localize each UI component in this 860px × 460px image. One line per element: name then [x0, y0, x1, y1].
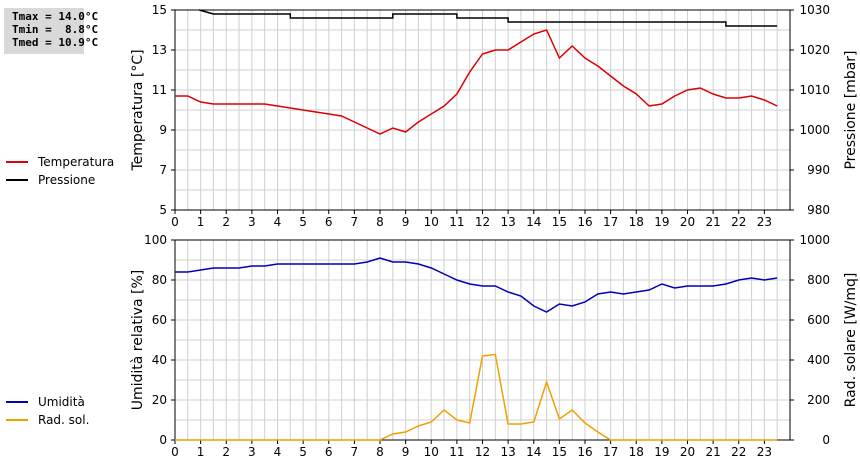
- top-x-tick-label: 5: [299, 215, 307, 229]
- top-x-tick-label: 2: [222, 215, 230, 229]
- top-x-tick-label: 20: [680, 215, 695, 229]
- top-x-tick-label: 16: [577, 215, 592, 229]
- bottom-x-tick-label: 5: [299, 445, 307, 459]
- bottom-x-tick-label: 4: [274, 445, 282, 459]
- bottom-x-tick-label: 22: [731, 445, 746, 459]
- bottom-x-tick-label: 15: [552, 445, 567, 459]
- top-x-tick-label: 18: [629, 215, 644, 229]
- bottom-x-tick-label: 21: [705, 445, 720, 459]
- top-series-pressione: [213, 13, 778, 27]
- bottom-x-tick-label: 19: [654, 445, 669, 459]
- top-x-tick-label: 3: [248, 215, 256, 229]
- top-y-tick-label: 15: [152, 3, 167, 17]
- bottom-y2-tick-label: 0: [822, 433, 830, 447]
- bottom-y2-tick-label: 600: [807, 313, 830, 327]
- legend-bottom: Umidità Rad. sol.: [6, 393, 89, 429]
- bottom-y2-tick-label: 200: [807, 393, 830, 407]
- top-x-tick-label: 8: [376, 215, 384, 229]
- top-x-tick-label: 0: [171, 215, 179, 229]
- legend-label-radiation: Rad. sol.: [38, 413, 90, 427]
- top-y2-tick-label: 980: [807, 203, 830, 217]
- bottom-series-rad-sol-: [175, 353, 778, 441]
- top-y-tick-label: 13: [152, 43, 167, 57]
- legend-label-humidity: Umidità: [38, 395, 85, 409]
- top-y2-tick-label: 1020: [799, 43, 830, 57]
- top-y2-tick-label: 1010: [799, 83, 830, 97]
- legend-item-humidity: Umidità: [6, 393, 89, 411]
- bottom-y-tick-label: 60: [152, 313, 167, 327]
- top-y-tick-label: 11: [152, 83, 167, 97]
- legend-swatch-temperature: [6, 161, 28, 163]
- top-x-tick-label: 4: [274, 215, 282, 229]
- bottom-y-tick-label: 0: [159, 433, 167, 447]
- bottom-x-tick-label: 23: [757, 445, 772, 459]
- top-x-tick-label: 13: [500, 215, 515, 229]
- top-x-tick-label: 1: [197, 215, 205, 229]
- top-x-tick-label: 12: [475, 215, 490, 229]
- top-x-tick-label: 11: [449, 215, 464, 229]
- top-x-tick-label: 14: [526, 215, 541, 229]
- top-x-tick-label: 9: [402, 215, 410, 229]
- top-x-tick-label: 22: [731, 215, 746, 229]
- legend-top: Temperatura Pressione: [6, 153, 114, 189]
- legend-label-pressure: Pressione: [38, 173, 96, 187]
- legend-swatch-pressure: [6, 179, 28, 181]
- top-x-tick-label: 21: [705, 215, 720, 229]
- legend-label-temperature: Temperatura: [38, 155, 115, 169]
- bottom-x-tick-label: 0: [171, 445, 179, 459]
- bottom-y2-tick-label: 400: [807, 353, 830, 367]
- bottom-x-tick-label: 6: [325, 445, 333, 459]
- top-series-pressione-start: [199, 9, 214, 15]
- bottom-y2-tick-label: 1000: [799, 233, 830, 247]
- top-x-tick-label: 23: [757, 215, 772, 229]
- legend-item-temperature: Temperatura: [6, 153, 114, 171]
- top-y-tick-label: 5: [159, 203, 167, 217]
- bottom-x-tick-label: 13: [500, 445, 515, 459]
- bottom-x-tick-label: 8: [376, 445, 384, 459]
- bottom-series-umidit-: [175, 257, 778, 313]
- bottom-x-tick-label: 14: [526, 445, 541, 459]
- top-y2-tick-label: 1030: [799, 3, 830, 17]
- top-x-tick-label: 15: [552, 215, 567, 229]
- bottom-y-tick-label: 100: [144, 233, 167, 247]
- bottom-x-tick-label: 3: [248, 445, 256, 459]
- top-y2-tick-label: 990: [807, 163, 830, 177]
- bottom-x-tick-label: 7: [351, 445, 359, 459]
- bottom-y-tick-label: 40: [152, 353, 167, 367]
- top-y-axis-label: Temperatura [°C]: [130, 49, 146, 171]
- bottom-x-tick-label: 17: [603, 445, 618, 459]
- legend-swatch-radiation: [6, 419, 28, 421]
- legend-item-pressure: Pressione: [6, 171, 114, 189]
- top-y2-tick-label: 1000: [799, 123, 830, 137]
- top-x-tick-label: 17: [603, 215, 618, 229]
- bottom-x-tick-label: 1: [197, 445, 205, 459]
- bottom-x-tick-label: 2: [222, 445, 230, 459]
- bottom-x-tick-label: 9: [402, 445, 410, 459]
- bottom-y2-axis-label: Rad. solare [W/mq]: [843, 273, 859, 408]
- bottom-y-axis-label: Umidità relativa [%]: [130, 270, 146, 411]
- bottom-y2-tick-label: 800: [807, 273, 830, 287]
- bottom-y-tick-label: 20: [152, 393, 167, 407]
- top-x-tick-label: 19: [654, 215, 669, 229]
- legend-swatch-humidity: [6, 401, 28, 403]
- bottom-x-tick-label: 11: [449, 445, 464, 459]
- top-x-tick-label: 7: [351, 215, 359, 229]
- bottom-x-tick-label: 16: [577, 445, 592, 459]
- top-y2-axis-label: Pressione [mbar]: [843, 50, 859, 169]
- top-y-tick-label: 9: [159, 123, 167, 137]
- top-x-tick-label: 10: [424, 215, 439, 229]
- bottom-y-tick-label: 80: [152, 273, 167, 287]
- legend-item-radiation: Rad. sol.: [6, 411, 89, 429]
- top-y-tick-label: 7: [159, 163, 167, 177]
- top-series-temperatura: [175, 29, 778, 135]
- top-x-tick-label: 6: [325, 215, 333, 229]
- bottom-x-tick-label: 18: [629, 445, 644, 459]
- bottom-x-tick-label: 20: [680, 445, 695, 459]
- bottom-x-tick-label: 12: [475, 445, 490, 459]
- bottom-x-tick-label: 10: [424, 445, 439, 459]
